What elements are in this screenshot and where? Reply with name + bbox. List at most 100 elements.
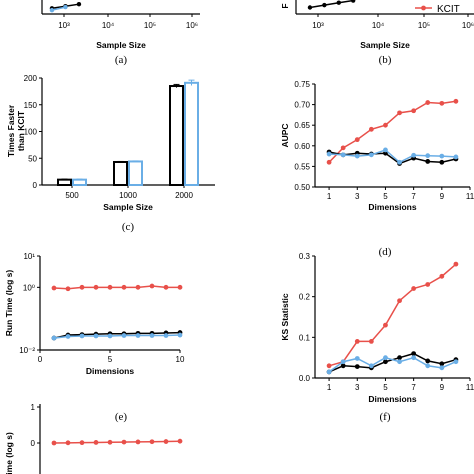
panel-d-series-red-point-5 <box>383 122 388 128</box>
panel-d-y-tick-label-6: 0.75 <box>294 80 310 89</box>
panel-e-y-axis-label: Run Time (log s) <box>4 270 14 337</box>
panel-e-series-black-line <box>53 331 181 339</box>
panel-d-series-black-point-8 <box>425 159 431 164</box>
caption-e: (e) <box>115 411 128 423</box>
panel-f-series-black-point-7 <box>411 351 417 356</box>
panel-a-series-2-line <box>51 6 66 11</box>
panel-e-series-red-point-5 <box>107 284 113 290</box>
panel-a-x-axis-label: Sample Size <box>96 40 146 50</box>
panel-d-series-red-point-6 <box>397 110 402 116</box>
panel-d-y-axis-label: AUPC <box>280 123 290 147</box>
panel-c-x-axis-label: Sample Size <box>103 202 153 212</box>
panel-e-series-blue-point-3 <box>79 333 85 339</box>
panel-f-series-blue-point-6 <box>397 359 402 365</box>
panel-d-series-blue-point-7 <box>411 152 417 158</box>
panel-d-x-tick-label-6: 11 <box>466 192 474 201</box>
panel-e-series-blue-point-10 <box>177 332 183 338</box>
panel-f-series-blue-point-10 <box>453 359 459 365</box>
panel-b-x-tick-label-1: 10³ <box>312 21 324 30</box>
panel-f-series-black-point-9 <box>439 361 445 367</box>
panel-d-series-blue-point-10 <box>453 154 459 160</box>
panel-b-series-1-point-2 <box>322 2 327 8</box>
panel-a-x-tick-label-1: 10³ <box>58 21 70 30</box>
panel-b-x-tick-label-3: 10⁵ <box>418 21 430 30</box>
panel-f-series-blue-point-9 <box>439 365 445 371</box>
panel-b-x-axis-label: Sample Size <box>360 40 410 50</box>
panel-e-series-red-point-7 <box>135 284 141 290</box>
panel-e-series-blue-point-6 <box>121 333 127 338</box>
panel-d-series-red-point-4 <box>368 126 374 132</box>
panel-g-series-red-point-3 <box>79 440 85 446</box>
panel-f-series-blue-line <box>328 356 457 373</box>
panel-a-x-tick-label-3: 10⁵ <box>144 21 156 30</box>
panel-d-series-blue-point-9 <box>439 153 445 159</box>
panel-f-series-black-point-3 <box>354 364 360 370</box>
panel-c-bar-s1-2 <box>113 160 128 186</box>
panel-g-series-red-point-9 <box>163 439 169 444</box>
panel-e-series-blue-point-1 <box>51 335 57 341</box>
panel-c-x-tick-label-3: 2000 <box>175 191 193 200</box>
panel-e-series-red-line <box>53 285 180 290</box>
panel-d-y-tick-label-2: 0.55 <box>294 162 310 171</box>
panel-e-y-tick-label-1: 10⁻² <box>19 346 35 355</box>
panel-e-series-red-point-9 <box>163 284 169 290</box>
panel-f-x-tick-label-6: 11 <box>466 383 474 392</box>
panel-d-series-black-point-9 <box>439 159 445 165</box>
panel-d-series-blue-line <box>329 149 456 164</box>
panel-d-x-tick-label-2: 3 <box>355 192 360 201</box>
panel-b-series-1-line <box>309 0 354 9</box>
panel-d-series-blue-point-3 <box>354 153 360 159</box>
panel-d-series-red-point-10 <box>453 98 459 104</box>
panel-a-x-tick-label-2: 10⁴ <box>102 21 115 30</box>
panel-f-y-tick-label-3: 0.2 <box>299 293 311 302</box>
panel-e-series-blue-point-9 <box>163 333 169 338</box>
panel-c-bar-s2-3 <box>184 81 199 186</box>
legend-kcit-label: KCIT <box>437 4 460 15</box>
panel-b-series-1-point-3 <box>336 0 341 5</box>
panel-f-series-blue-point-5 <box>383 355 388 361</box>
panel-g-series-red-point-10 <box>177 438 183 444</box>
panel-e-series-red-point-4 <box>93 284 99 290</box>
panel-b-series-1-point-1 <box>307 5 313 10</box>
panel-c-bar-s1-1 <box>57 178 72 186</box>
panel-d-y-tick-label-1: 0.50 <box>294 183 310 192</box>
panel-f-series-red-point-5 <box>383 322 388 328</box>
panel-d-series-red-line <box>328 100 457 163</box>
panel-d-x-tick-label-5: 9 <box>440 192 445 201</box>
panel-f-x-tick-label-5: 9 <box>440 383 445 392</box>
panel-d-series-blue-point-8 <box>425 153 431 159</box>
panel-g-series-red-point-6 <box>121 439 127 445</box>
panel-g-y-tick-label-1: 1 <box>31 403 36 412</box>
panel-f-series-black-point-2 <box>340 363 346 369</box>
panel-e-series-blue-point-5 <box>107 333 113 339</box>
panel-g-y-tick-label-2: 0 <box>31 439 36 448</box>
panel-c-y-tick-label-5: 200 <box>24 74 38 83</box>
panel-d-y-tick-label-4: 0.65 <box>294 121 310 130</box>
panel-f-series-red-point-6 <box>397 298 402 304</box>
panel-g-series-red-line <box>53 440 181 444</box>
legend-kcit-marker <box>421 5 426 11</box>
panel-d-y-tick-label-5: 0.70 <box>294 101 310 110</box>
panel-g-series-red-point-4 <box>93 440 99 445</box>
panel-e-series-blue-point-7 <box>135 333 141 338</box>
panel-c-y-tick-label-4: 150 <box>24 101 38 110</box>
panel-c-x-tick-label-2: 1000 <box>119 191 137 200</box>
panel-d-series-blue-point-4 <box>368 152 374 158</box>
panel-f-y-axis-label: KS Statistic <box>280 293 290 341</box>
panel-c-y-tick-label-3: 100 <box>24 128 38 137</box>
panel-f-series-black-point-8 <box>425 358 431 364</box>
panel-d-x-tick-label-4: 7 <box>411 192 416 201</box>
panel-c-y-tick-label-1: 0 <box>33 181 38 190</box>
panel-f-series-blue-point-8 <box>425 363 431 369</box>
panel-g-series-red-point-1 <box>51 440 57 446</box>
panel-f-series-black-line <box>328 352 457 373</box>
panel-d-series-blue-point-2 <box>340 152 346 158</box>
panel-e-series-blue-point-8 <box>149 333 155 338</box>
panel-d-series-black-point-5 <box>383 150 388 156</box>
caption-c: (c) <box>122 221 135 233</box>
panel-a-series-2-point-2 <box>63 4 68 10</box>
caption-f: (f) <box>380 411 391 423</box>
panel-f-x-tick-label-1: 1 <box>327 383 332 392</box>
panel-g-series-red-point-5 <box>107 439 113 445</box>
panel-f-series-black-point-5 <box>383 359 388 365</box>
